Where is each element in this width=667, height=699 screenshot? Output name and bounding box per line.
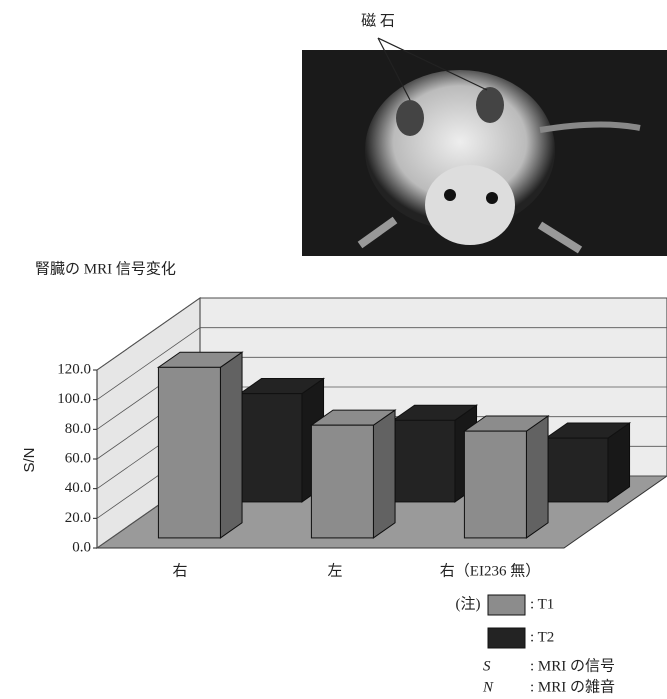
x-tick-label: 左 xyxy=(327,562,342,579)
bar-side xyxy=(220,352,242,538)
x-tick-label: 右（EI236 無） xyxy=(440,562,540,579)
bar xyxy=(464,431,526,538)
legend-label: : T2 xyxy=(530,629,554,645)
note-symbol: S xyxy=(483,658,491,674)
bar xyxy=(311,425,373,538)
y-tick-label: 40.0 xyxy=(65,480,91,496)
y-tick-label: 20.0 xyxy=(65,510,91,526)
legend-swatch xyxy=(488,628,525,648)
page: 磁 石 腎臓の MRI 信号変化 S/N (注) 0.0 20.0 40.0 60.0… xyxy=(0,0,667,699)
y-tick-label: 0.0 xyxy=(72,539,91,555)
y-tick-label: 80.0 xyxy=(65,421,91,437)
bar xyxy=(240,394,302,502)
y-tick-label: 120.0 xyxy=(57,361,91,377)
note-text: : MRI の信号 xyxy=(530,657,615,674)
legend-swatch xyxy=(488,595,525,615)
note-text: : MRI の雑音 xyxy=(530,678,615,695)
y-axis-label: S/N xyxy=(21,447,38,472)
chart-title: 腎臓の MRI 信号変化 xyxy=(35,260,176,277)
y-tick-label: 60.0 xyxy=(65,450,91,466)
x-tick-label: 右 xyxy=(172,562,187,579)
photo-annotation: 磁 石 xyxy=(361,12,395,29)
bar xyxy=(393,420,455,502)
note-symbol: N xyxy=(482,679,494,695)
bar-side xyxy=(373,410,395,538)
bar xyxy=(546,438,608,502)
legend-label: : T1 xyxy=(530,596,554,612)
y-tick-label: 100.0 xyxy=(57,391,91,407)
photo xyxy=(302,38,667,256)
bar xyxy=(158,367,220,538)
legend-note: (注) xyxy=(456,595,481,612)
bar-side xyxy=(526,416,548,538)
